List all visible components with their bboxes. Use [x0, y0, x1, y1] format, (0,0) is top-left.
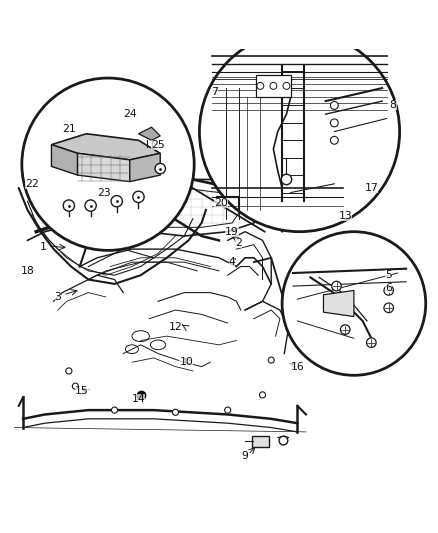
Circle shape — [111, 196, 122, 207]
Circle shape — [22, 78, 194, 251]
Circle shape — [173, 409, 179, 415]
Text: 14: 14 — [131, 394, 145, 404]
Polygon shape — [51, 134, 160, 160]
Text: 24: 24 — [123, 109, 137, 119]
Polygon shape — [78, 154, 130, 182]
Text: 21: 21 — [62, 124, 76, 134]
Text: 9: 9 — [242, 451, 248, 461]
Circle shape — [340, 325, 350, 334]
Polygon shape — [51, 144, 78, 175]
Text: 23: 23 — [97, 188, 110, 198]
Text: 25: 25 — [151, 140, 165, 150]
Circle shape — [268, 357, 274, 363]
Text: 20: 20 — [214, 198, 228, 208]
Text: 10: 10 — [180, 357, 193, 367]
Text: 7: 7 — [211, 87, 218, 98]
Text: 19: 19 — [225, 227, 239, 237]
Circle shape — [112, 407, 117, 413]
Text: 18: 18 — [21, 266, 34, 276]
Circle shape — [259, 392, 265, 398]
Circle shape — [279, 436, 288, 445]
Circle shape — [155, 163, 166, 174]
Circle shape — [330, 136, 338, 144]
Text: 5: 5 — [385, 270, 392, 280]
Text: 2: 2 — [235, 238, 242, 247]
Text: 4: 4 — [229, 257, 236, 267]
Bar — [252, 436, 269, 447]
Circle shape — [133, 191, 144, 203]
Circle shape — [225, 407, 231, 413]
Circle shape — [384, 286, 393, 295]
Text: 16: 16 — [290, 361, 304, 372]
Circle shape — [384, 303, 393, 313]
Text: 1: 1 — [39, 242, 46, 252]
Text: 22: 22 — [25, 179, 39, 189]
Polygon shape — [138, 127, 160, 140]
Text: 8: 8 — [390, 100, 396, 110]
Circle shape — [332, 281, 341, 291]
Text: 17: 17 — [364, 183, 378, 193]
Circle shape — [282, 232, 426, 375]
Circle shape — [330, 119, 338, 127]
Circle shape — [66, 368, 72, 374]
Circle shape — [367, 338, 376, 348]
Bar — [256, 75, 291, 97]
Text: 3: 3 — [54, 292, 61, 302]
Polygon shape — [323, 290, 354, 317]
Circle shape — [199, 31, 399, 232]
Text: 12: 12 — [169, 322, 182, 333]
Circle shape — [63, 200, 74, 211]
Circle shape — [72, 383, 78, 389]
Circle shape — [85, 200, 96, 211]
Text: 6: 6 — [385, 283, 392, 293]
Circle shape — [281, 174, 292, 184]
Text: 13: 13 — [338, 212, 352, 221]
Text: 15: 15 — [75, 385, 89, 395]
Polygon shape — [130, 154, 160, 182]
Circle shape — [330, 102, 338, 109]
